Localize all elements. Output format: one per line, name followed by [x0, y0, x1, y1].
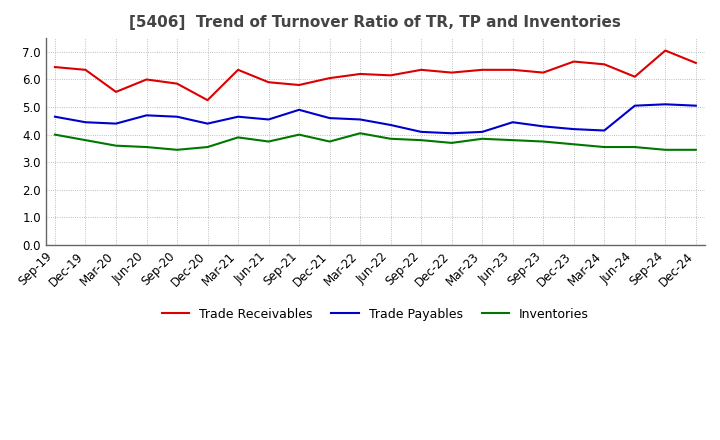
Trade Payables: [294, 107, 303, 113]
Trade Receivables: [387, 73, 395, 78]
Trade Receivables: [234, 67, 243, 73]
Trade Payables: [691, 103, 700, 108]
Trade Payables: [387, 122, 395, 128]
Inventories: [387, 136, 395, 141]
Inventories: [508, 138, 517, 143]
Trade Payables: [173, 114, 181, 119]
Inventories: [142, 144, 150, 150]
Trade Payables: [570, 126, 578, 132]
Inventories: [294, 132, 303, 137]
Inventories: [81, 138, 90, 143]
Trade Receivables: [478, 67, 487, 73]
Trade Receivables: [631, 74, 639, 79]
Trade Payables: [661, 102, 670, 107]
Trade Receivables: [508, 67, 517, 73]
Trade Payables: [508, 120, 517, 125]
Trade Payables: [447, 131, 456, 136]
Inventories: [264, 139, 273, 144]
Inventories: [50, 132, 59, 137]
Inventories: [478, 136, 487, 141]
Inventories: [234, 135, 243, 140]
Inventories: [417, 138, 426, 143]
Trade Receivables: [112, 89, 120, 95]
Trade Receivables: [661, 48, 670, 53]
Line: Trade Payables: Trade Payables: [55, 104, 696, 133]
Inventories: [691, 147, 700, 152]
Inventories: [447, 140, 456, 146]
Trade Payables: [325, 115, 334, 121]
Trade Receivables: [600, 62, 608, 67]
Trade Payables: [600, 128, 608, 133]
Trade Payables: [631, 103, 639, 108]
Trade Payables: [417, 129, 426, 135]
Trade Receivables: [691, 60, 700, 66]
Inventories: [631, 144, 639, 150]
Trade Payables: [356, 117, 364, 122]
Trade Payables: [203, 121, 212, 126]
Trade Receivables: [81, 67, 90, 73]
Trade Payables: [112, 121, 120, 126]
Trade Receivables: [294, 82, 303, 88]
Trade Receivables: [539, 70, 548, 75]
Trade Receivables: [356, 71, 364, 77]
Line: Inventories: Inventories: [55, 133, 696, 150]
Inventories: [661, 147, 670, 152]
Trade Receivables: [325, 76, 334, 81]
Trade Receivables: [173, 81, 181, 86]
Trade Receivables: [447, 70, 456, 75]
Inventories: [173, 147, 181, 152]
Title: [5406]  Trend of Turnover Ratio of TR, TP and Inventories: [5406] Trend of Turnover Ratio of TR, TP…: [130, 15, 621, 30]
Trade Receivables: [142, 77, 150, 82]
Line: Trade Receivables: Trade Receivables: [55, 51, 696, 100]
Trade Receivables: [50, 64, 59, 70]
Trade Receivables: [417, 67, 426, 73]
Inventories: [356, 131, 364, 136]
Trade Receivables: [264, 80, 273, 85]
Trade Payables: [539, 124, 548, 129]
Trade Receivables: [570, 59, 578, 64]
Inventories: [203, 144, 212, 150]
Inventories: [539, 139, 548, 144]
Trade Payables: [81, 120, 90, 125]
Inventories: [112, 143, 120, 148]
Trade Receivables: [203, 98, 212, 103]
Inventories: [570, 142, 578, 147]
Inventories: [600, 144, 608, 150]
Trade Payables: [264, 117, 273, 122]
Trade Payables: [50, 114, 59, 119]
Trade Payables: [142, 113, 150, 118]
Trade Payables: [478, 129, 487, 135]
Inventories: [325, 139, 334, 144]
Legend: Trade Receivables, Trade Payables, Inventories: Trade Receivables, Trade Payables, Inven…: [157, 303, 594, 326]
Trade Payables: [234, 114, 243, 119]
